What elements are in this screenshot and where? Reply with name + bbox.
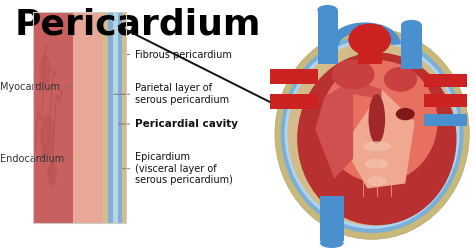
Text: Myocardium: Myocardium [0, 82, 71, 92]
Ellipse shape [297, 53, 456, 225]
FancyBboxPatch shape [33, 12, 73, 223]
Text: Fibrous pericardium: Fibrous pericardium [128, 50, 232, 60]
FancyBboxPatch shape [108, 12, 113, 223]
FancyBboxPatch shape [102, 12, 108, 223]
FancyBboxPatch shape [424, 94, 467, 107]
Text: Endocardium: Endocardium [0, 154, 71, 164]
Ellipse shape [332, 60, 374, 89]
Ellipse shape [365, 159, 389, 169]
Ellipse shape [384, 67, 417, 92]
Ellipse shape [401, 20, 422, 30]
FancyBboxPatch shape [118, 12, 122, 223]
FancyBboxPatch shape [424, 74, 467, 87]
Ellipse shape [40, 114, 55, 159]
Text: Pericardial cavity: Pericardial cavity [118, 119, 238, 129]
Ellipse shape [318, 5, 337, 15]
Ellipse shape [320, 238, 344, 248]
Text: Epicardium
(visceral layer of
serous pericardium): Epicardium (visceral layer of serous per… [123, 152, 233, 185]
Ellipse shape [367, 176, 386, 186]
Ellipse shape [275, 29, 469, 239]
Ellipse shape [363, 141, 391, 151]
FancyBboxPatch shape [270, 94, 318, 109]
Ellipse shape [47, 161, 57, 186]
Text: Pericardium: Pericardium [14, 7, 261, 41]
Ellipse shape [281, 35, 464, 233]
FancyBboxPatch shape [424, 114, 467, 126]
FancyBboxPatch shape [113, 12, 118, 223]
FancyBboxPatch shape [401, 25, 422, 69]
Ellipse shape [288, 42, 456, 226]
Polygon shape [344, 89, 415, 188]
Ellipse shape [396, 108, 415, 120]
Ellipse shape [284, 39, 459, 229]
FancyBboxPatch shape [320, 196, 344, 241]
FancyBboxPatch shape [122, 12, 126, 223]
Polygon shape [315, 79, 382, 179]
FancyBboxPatch shape [73, 12, 102, 223]
FancyBboxPatch shape [270, 69, 318, 84]
Ellipse shape [321, 61, 438, 183]
Ellipse shape [348, 24, 391, 56]
Ellipse shape [369, 94, 385, 144]
Text: Parietal layer of
serous pericardium: Parietal layer of serous pericardium [114, 83, 229, 105]
Ellipse shape [39, 55, 51, 84]
FancyBboxPatch shape [358, 25, 382, 64]
FancyBboxPatch shape [318, 10, 338, 64]
